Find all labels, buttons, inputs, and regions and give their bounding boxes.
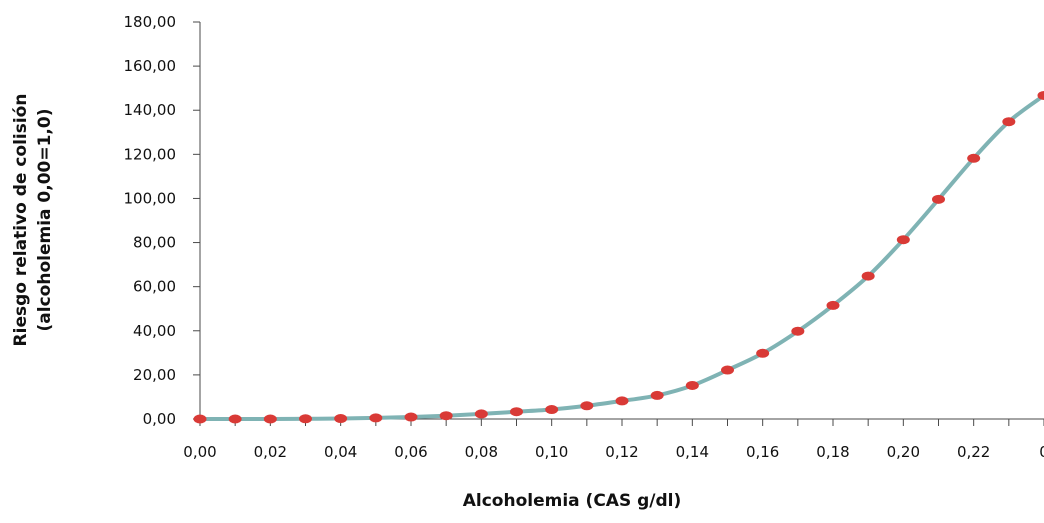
x-tick-label: 0,12 xyxy=(605,443,638,461)
x-tick-label: 0,06 xyxy=(394,443,427,461)
x-tick-label: 0 xyxy=(1039,443,1044,461)
plot-area xyxy=(194,91,1044,424)
x-tick-label: 0,10 xyxy=(535,443,568,461)
x-axis-title-group: Alcoholemia (CAS g/dl) xyxy=(463,491,682,511)
y-tick-label: 40,00 xyxy=(133,322,176,340)
y-tick-label: 120,00 xyxy=(124,145,177,163)
x-tick-label: 0,04 xyxy=(324,443,357,461)
data-point xyxy=(967,154,980,163)
data-point xyxy=(405,413,418,422)
data-point xyxy=(510,407,523,416)
y-tick-label: 140,00 xyxy=(124,101,177,119)
data-point xyxy=(475,409,488,418)
data-point xyxy=(334,414,347,423)
x-tick-label: 0,18 xyxy=(816,443,849,461)
x-axis-ticks: 0,00 0,02 0,04 0,06 0,08 0,10 0,12 0,14 0,16 0,18… xyxy=(183,419,1044,461)
data-point xyxy=(791,327,804,336)
x-tick-label: 0,02 xyxy=(254,443,287,461)
y-axis-title: Riesgo relativo de colisión(alcoholemia … xyxy=(11,94,55,347)
data-point xyxy=(932,195,945,204)
y-tick-label: 80,00 xyxy=(133,234,176,252)
y-tick-label: 100,00 xyxy=(124,189,177,207)
data-point xyxy=(264,415,277,424)
data-point xyxy=(369,413,382,422)
y-axis-title-line: Riesgo relativo de colisión xyxy=(11,94,31,347)
y-tick-label: 20,00 xyxy=(133,366,176,384)
data-point xyxy=(1002,117,1015,126)
data-point xyxy=(580,401,593,410)
data-point xyxy=(651,391,664,400)
data-point xyxy=(616,396,629,405)
data-point xyxy=(827,301,840,310)
y-tick-label: 60,00 xyxy=(133,278,176,296)
data-point xyxy=(862,272,875,281)
x-tick-label: 0,00 xyxy=(183,443,216,461)
x-axis-title: Alcoholemia (CAS g/dl) xyxy=(463,491,682,511)
data-point xyxy=(756,349,769,358)
axes xyxy=(200,22,1044,419)
data-point xyxy=(897,235,910,244)
data-point xyxy=(545,405,558,414)
y-tick-label: 180,00 xyxy=(124,13,177,31)
data-point xyxy=(721,366,734,375)
data-point xyxy=(194,415,207,424)
y-axis-ticks: 0,00 20,00 40,00 60,00 80,00 100,00 120,00 140,… xyxy=(124,13,201,428)
data-point xyxy=(440,411,453,420)
data-point xyxy=(686,381,699,390)
y-tick-label: 0,00 xyxy=(143,410,176,428)
x-tick-label: 0,16 xyxy=(746,443,779,461)
data-point xyxy=(299,414,312,423)
x-tick-label: 0,14 xyxy=(676,443,709,461)
y-tick-label: 160,00 xyxy=(124,57,177,75)
data-point xyxy=(229,415,242,424)
x-tick-label: 0,22 xyxy=(957,443,990,461)
x-tick-label: 0,20 xyxy=(887,443,920,461)
y-axis-title-line: (alcoholemia 0,00=1,0) xyxy=(35,109,55,332)
x-tick-label: 0,08 xyxy=(465,443,498,461)
series-line xyxy=(200,95,1044,419)
